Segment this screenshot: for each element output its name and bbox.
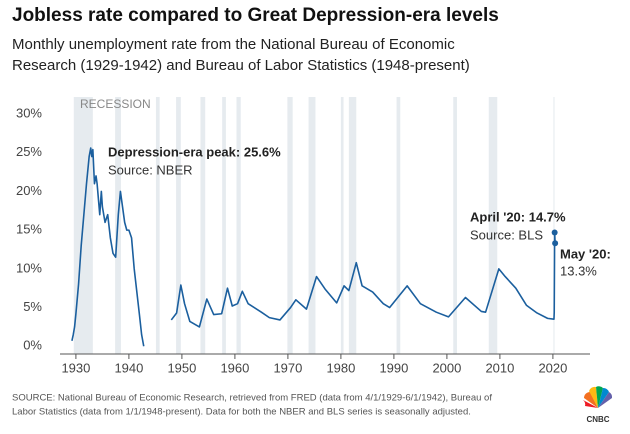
chart-subtitle: Monthly unemployment rate from the Natio… — [12, 36, 455, 53]
source-note: Labor Statistics (data from 1/1/1948-pre… — [12, 407, 471, 418]
x-tick-label: 2000 — [432, 360, 461, 375]
y-tick-label: 25% — [16, 144, 42, 159]
annotation-text: Source: BLS — [470, 227, 543, 242]
recession-band — [236, 97, 241, 354]
y-tick-label: 15% — [16, 222, 42, 237]
recession-bands — [73, 97, 555, 354]
recession-band — [176, 97, 181, 354]
y-tick-label: 5% — [23, 299, 42, 314]
x-tick-label: 2020 — [538, 360, 567, 375]
recession-band — [287, 97, 293, 354]
x-tick-label: 1930 — [61, 360, 90, 375]
annotation-title: May '20: — [560, 246, 611, 261]
annotation-text: 13.3% — [560, 263, 597, 278]
y-tick-label: 30% — [16, 105, 42, 120]
x-tick-label: 1990 — [379, 360, 408, 375]
data-line — [71, 147, 556, 347]
recession-band — [155, 97, 160, 354]
recession-band — [488, 97, 498, 354]
x-tick-label: 1970 — [273, 360, 302, 375]
x-tick-label: 1960 — [220, 360, 249, 375]
x-tick-label: 1980 — [326, 360, 355, 375]
annotation-text: Source: NBER — [108, 162, 193, 177]
recession-band — [348, 97, 357, 354]
recession-band — [553, 97, 555, 354]
recession-band — [453, 97, 457, 354]
source-note: SOURCE: National Bureau of Economic Rese… — [12, 393, 492, 404]
recession-band — [308, 97, 316, 354]
x-tick-label: 2010 — [485, 360, 514, 375]
x-tick-label: 1950 — [167, 360, 196, 375]
highlight-point — [551, 229, 558, 236]
chart-title: Jobless rate compared to Great Depressio… — [12, 5, 499, 26]
plot: 0% 5% 10% 15% 20% 25% 30% 1930 1940 1950 1960 1970 1… — [16, 105, 590, 375]
recession-band — [396, 97, 401, 354]
y-tick-label: 0% — [23, 338, 42, 353]
y-tick-label: 10% — [16, 260, 42, 275]
recession-label: RECESSION — [80, 97, 151, 111]
logo-text: CNBC — [586, 415, 609, 424]
recession-band — [340, 97, 344, 354]
chart-subtitle: Research (1929-1942) and Bureau of Labor… — [12, 57, 470, 74]
logo-icon — [583, 386, 613, 408]
recession-band — [222, 97, 226, 354]
x-tick-label: 1940 — [114, 360, 143, 375]
recession-band — [200, 97, 206, 354]
annotation-title: April '20: 14.7% — [470, 209, 566, 224]
annotation-title: Depression-era peak: 25.6% — [108, 144, 281, 159]
y-tick-label: 20% — [16, 183, 42, 198]
highlight-point — [552, 240, 559, 247]
